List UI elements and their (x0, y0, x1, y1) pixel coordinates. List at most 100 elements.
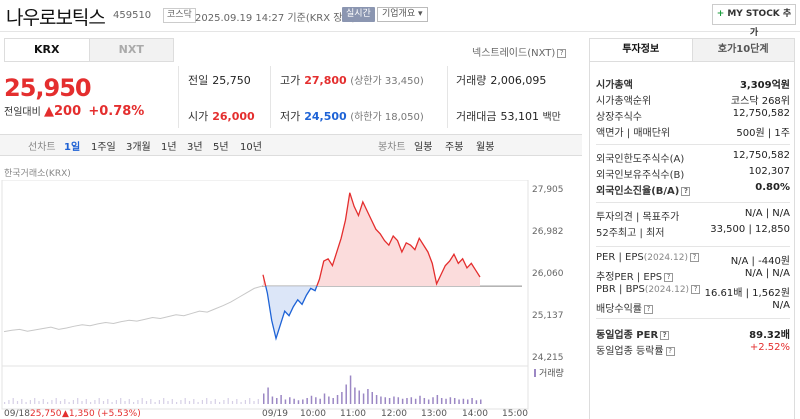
period-10y[interactable]: 10년 (240, 142, 262, 153)
info-row: 투자의견 | 목표주가 N/A | N/A (596, 208, 790, 223)
info-row-label: 상장주식수 (596, 108, 642, 123)
info-row-value: 코스닥 268위 (730, 96, 790, 107)
help-icon[interactable]: ? (681, 186, 691, 196)
market-tabs: KRX NXT (4, 38, 174, 62)
period-1w[interactable]: 1주일 (91, 142, 116, 153)
up-line (262, 192, 481, 287)
help-icon[interactable]: ? (660, 330, 670, 340)
prev-volume-bar (137, 400, 139, 404)
info-row: PER | EPS(2024.12)? N/A | -440원 (596, 252, 790, 267)
y-tick-label: 26,982 (532, 227, 564, 237)
period-monthly[interactable]: 월봉 (476, 142, 495, 153)
prev-volume-bar (25, 402, 27, 404)
info-row-label: PER | EPS(2024.12)? (596, 252, 699, 263)
info-row-value: N/A (772, 300, 790, 311)
y-tick-label: 26,060 (532, 269, 564, 279)
market-badge: 코스닥 (163, 8, 196, 23)
volume-bar (436, 395, 439, 404)
prev-volume-bar (8, 400, 10, 404)
volume-bar (345, 384, 347, 404)
period-daily[interactable]: 일봉 (414, 142, 433, 153)
divider (596, 202, 790, 203)
stock-header: 나우로보틱스 459510 코스닥 2025.09.19 14:27 기준(KR… (0, 0, 800, 38)
help-icon[interactable]: ? (689, 252, 699, 262)
info-label-text: 액면가 | 매매단위 (596, 128, 671, 139)
prev-volume-bar (176, 402, 178, 404)
prev-volume-bar (150, 399, 152, 404)
stat-label: 시가 (188, 110, 209, 123)
prev-volume-bar (55, 398, 57, 404)
period-weekly[interactable]: 주봉 (445, 142, 464, 153)
x-tick-label: 13:00 (421, 409, 447, 419)
prev-volume-bar (85, 399, 87, 404)
x-tick-label: 11:00 (340, 409, 366, 419)
stat-amount: 거래대금 53,101 백만 (456, 108, 561, 124)
period-3m[interactable]: 3개월 (126, 142, 151, 153)
x-tick-label: 14:00 (462, 409, 488, 419)
tab-krx[interactable]: KRX (5, 39, 89, 61)
volume-bar (323, 393, 326, 404)
help-icon[interactable]: ? (557, 48, 567, 58)
prev-volume-bar (163, 398, 165, 404)
tab-investment-info[interactable]: 투자정보 (590, 39, 692, 61)
prev-volume-bar (206, 398, 208, 404)
prev-volume-bar (102, 401, 105, 404)
tab-order-book[interactable]: 호가10단계 (691, 39, 794, 61)
period-1y[interactable]: 1년 (161, 142, 177, 153)
y-tick-label: 25,137 (532, 311, 564, 321)
volume-bar (384, 397, 387, 404)
prev-volume-bar (111, 402, 113, 404)
prev-volume-bar (107, 399, 109, 404)
info-label-text: 투자의견 | 목표주가 (596, 212, 680, 223)
volume-bar (445, 398, 447, 404)
volume-bar (271, 396, 274, 404)
prev-volume-bar (244, 400, 246, 404)
current-price: 25,950 (4, 74, 92, 102)
volume-bar (328, 396, 330, 404)
period-5y[interactable]: 5년 (213, 142, 229, 153)
prev-volume-bar (214, 399, 216, 404)
prev-volume-bar (47, 402, 49, 404)
lower-limit: (하한가 18,050) (350, 112, 424, 123)
info-row-value: 33,500 | 12,850 (710, 224, 790, 235)
info-label-text: 배당수익률 (596, 304, 642, 315)
add-mystock-button[interactable]: + MY STOCK 추가 (712, 4, 796, 38)
info-row-value: N/A | N/A (744, 208, 790, 219)
volume-bar (310, 395, 313, 404)
nxt-info-link[interactable]: 넥스트레이드(NXT)? (472, 44, 567, 59)
volume-bar (315, 397, 317, 404)
change-amount: ▲200 (44, 104, 82, 119)
help-icon[interactable]: ? (691, 284, 701, 294)
x-tick-label: 09/19 (262, 409, 288, 419)
info-row-label: 액면가 | 매매단위 (596, 124, 670, 139)
stat-value: 25,750 (212, 74, 251, 87)
stock-code: 459510 (113, 10, 152, 21)
down-line (265, 286, 318, 341)
tab-nxt[interactable]: NXT (88, 39, 173, 61)
help-icon[interactable]: ? (665, 346, 675, 356)
info-row: PBR | BPS(2024.12)? 16.61배 | 1,562원 (596, 284, 790, 299)
help-icon[interactable]: ? (644, 304, 653, 314)
period-1d[interactable]: 1일 (64, 142, 81, 153)
prev-volume-bar (184, 398, 186, 404)
company-overview-dropdown[interactable]: 기업개요 ▾ (377, 7, 428, 22)
prev-volume-bar (68, 402, 70, 404)
volume-bar (306, 398, 308, 404)
prev-volume-bar (188, 401, 191, 404)
info-row-label: 배당수익률? (596, 300, 653, 315)
divider (270, 66, 271, 128)
volume-bar (440, 398, 443, 404)
prev-volume-bar (154, 402, 156, 404)
info-row-value: 3,309억원 (739, 80, 790, 91)
volume-bar (406, 398, 408, 404)
period-3y[interactable]: 3년 (187, 142, 203, 153)
volume-bar (410, 397, 413, 404)
prev-volume-bar (210, 401, 212, 404)
volume-bar (341, 392, 343, 404)
realtime-button[interactable]: 실시간 (342, 7, 375, 22)
volume-bar (358, 390, 360, 404)
help-icon[interactable]: ? (664, 272, 674, 282)
info-row: 외국인소진율(B/A)? 0.80% (596, 182, 790, 197)
x-tick-label: 10:00 (300, 409, 326, 419)
info-row: 외국인보유주식수(B) 102,307 (596, 166, 790, 181)
